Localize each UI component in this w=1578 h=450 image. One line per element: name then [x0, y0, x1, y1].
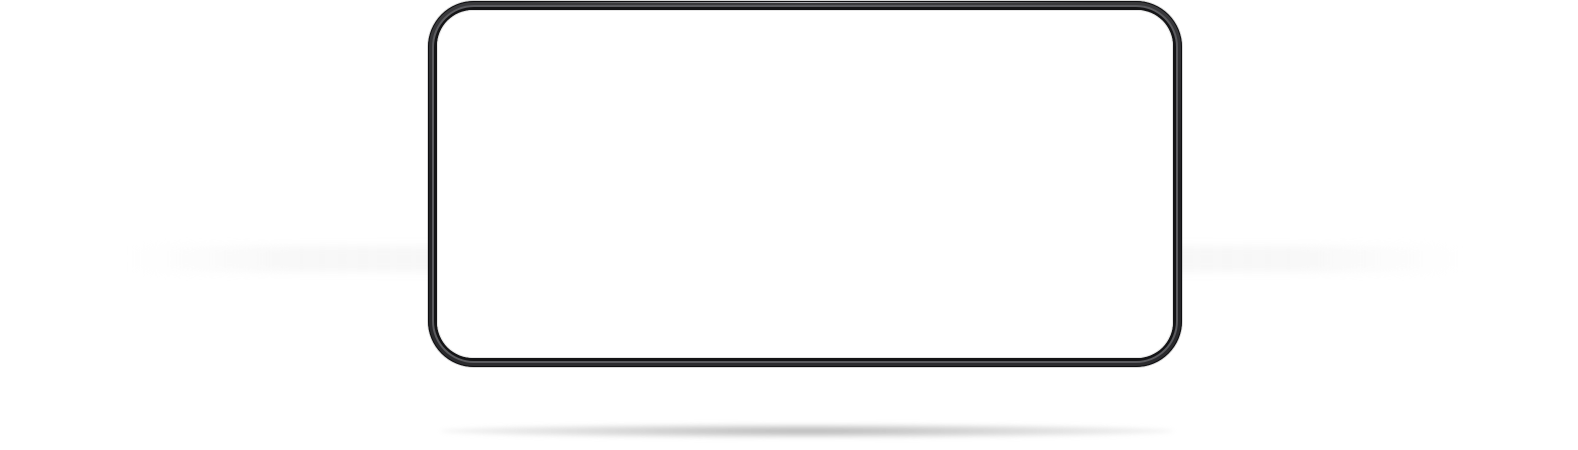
frame-highlight: [520, 2, 1090, 3]
device-screen: [437, 10, 1173, 358]
floor-shadow: [440, 424, 1174, 438]
